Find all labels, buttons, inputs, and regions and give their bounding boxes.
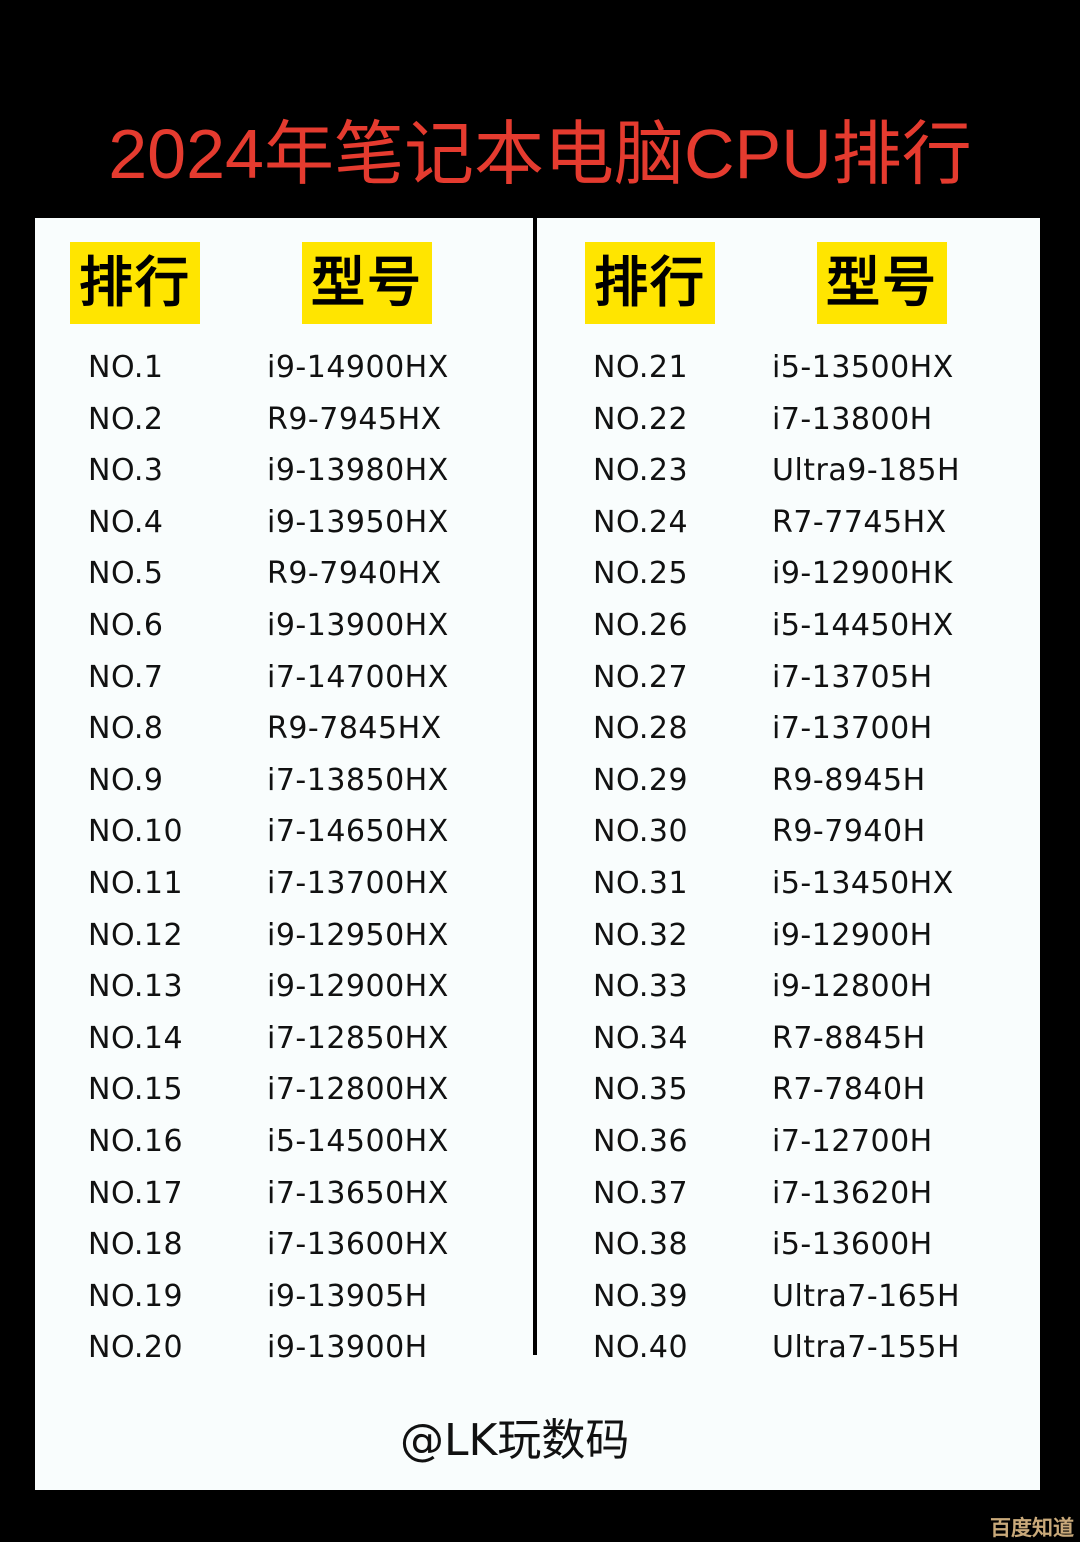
right-model-cell: R9-8945H: [772, 762, 926, 798]
right-model-cell: i9-12800H: [772, 969, 933, 1005]
left-model-cell: i7-13700HX: [267, 866, 449, 901]
left-rank-cell: NO.19: [88, 1278, 184, 1314]
right-model-cell: Ultra9-185H: [772, 453, 961, 489]
page-title: 2024年笔记本电脑CPU排行: [108, 115, 972, 193]
left-model-cell: i7-13600HX: [267, 1227, 449, 1263]
right-rank-cell: NO.28: [593, 711, 689, 747]
right-model-cell: i9-12900H: [772, 917, 933, 953]
right-model-cell: R7-7840H: [772, 1072, 926, 1108]
right-model-cell: i5-13450HX: [772, 866, 954, 901]
left-model-cell: R9-7940HX: [267, 556, 442, 592]
left-rank-cell: NO.15: [88, 1072, 184, 1108]
left-rank-cell: NO.1: [88, 350, 164, 385]
right-rank-cell: NO.22: [593, 401, 689, 437]
right-rank-cell: NO.27: [593, 659, 689, 695]
left-rank-header: 排行: [70, 242, 200, 324]
right-rank-cell: NO.38: [593, 1227, 689, 1263]
left-rank-cell: NO.9: [88, 762, 164, 798]
left-rank-cell: NO.4: [88, 504, 164, 540]
left-rank-cell: NO.12: [88, 917, 184, 953]
right-rank-cell: NO.34: [593, 1020, 689, 1056]
right-rank-cell: NO.35: [593, 1072, 689, 1108]
right-model-cell: R7-7745HX: [772, 504, 947, 540]
right-model-cell: i7-13620H: [772, 1175, 933, 1211]
left-model-cell: i9-13980HX: [267, 453, 449, 489]
ranking-panel: [35, 218, 1040, 1490]
right-rank-header: 排行: [585, 242, 715, 324]
left-rank-cell: NO.2: [88, 401, 164, 437]
left-rank-cell: NO.10: [88, 814, 184, 850]
left-rank-cell: NO.18: [88, 1227, 184, 1263]
right-model-cell: i7-13800H: [772, 401, 933, 437]
left-model-header: 型号: [302, 242, 432, 324]
column-divider: [533, 218, 537, 1355]
left-model-cell: i7-12850HX: [267, 1020, 449, 1056]
right-rank-cell: NO.31: [593, 866, 689, 901]
watermark-logo: 百度知道: [990, 1516, 1074, 1540]
right-model-cell: i5-13600H: [772, 1227, 933, 1263]
left-model-cell: i7-14700HX: [267, 659, 449, 695]
author-credit: @LK玩数码: [400, 1415, 630, 1466]
left-model-cell: i7-14650HX: [267, 814, 449, 850]
right-model-cell: i7-13700H: [772, 711, 933, 747]
left-rank-cell: NO.13: [88, 969, 184, 1005]
left-rank-cell: NO.11: [88, 866, 184, 901]
left-model-cell: i9-14900HX: [267, 350, 449, 385]
left-model-cell: R9-7845HX: [267, 711, 442, 747]
right-rank-cell: NO.36: [593, 1124, 689, 1159]
left-rank-cell: NO.6: [88, 608, 164, 643]
left-model-cell: i7-13850HX: [267, 762, 449, 798]
right-model-cell: i5-14450HX: [772, 608, 954, 643]
right-rank-cell: NO.21: [593, 350, 689, 385]
left-model-cell: i9-13900H: [267, 1330, 428, 1366]
right-model-cell: i7-12700H: [772, 1124, 933, 1159]
right-rank-cell: NO.40: [593, 1330, 689, 1366]
left-model-cell: i9-12950HX: [267, 917, 449, 953]
right-rank-cell: NO.23: [593, 453, 689, 489]
left-rank-cell: NO.5: [88, 556, 164, 592]
right-model-cell: R9-7940H: [772, 814, 926, 850]
left-rank-cell: NO.8: [88, 711, 164, 747]
right-rank-cell: NO.29: [593, 762, 689, 798]
left-rank-cell: NO.7: [88, 659, 164, 695]
right-rank-cell: NO.32: [593, 917, 689, 953]
right-rank-cell: NO.25: [593, 556, 689, 592]
left-model-cell: i9-13950HX: [267, 504, 449, 540]
right-rank-cell: NO.37: [593, 1175, 689, 1211]
right-model-cell: Ultra7-165H: [772, 1278, 961, 1314]
right-model-cell: Ultra7-155H: [772, 1330, 961, 1366]
right-rank-cell: NO.39: [593, 1278, 689, 1314]
left-rank-cell: NO.3: [88, 453, 164, 489]
right-rank-cell: NO.26: [593, 608, 689, 643]
left-model-cell: i7-12800HX: [267, 1072, 449, 1108]
right-rank-cell: NO.33: [593, 969, 689, 1005]
right-model-cell: i9-12900HK: [772, 556, 953, 592]
left-model-cell: i9-13900HX: [267, 608, 449, 643]
right-model-cell: i7-13705H: [772, 659, 933, 695]
left-rank-cell: NO.14: [88, 1020, 184, 1056]
left-model-cell: i9-13905H: [267, 1278, 428, 1314]
right-model-header: 型号: [817, 242, 947, 324]
left-model-cell: i7-13650HX: [267, 1175, 449, 1211]
left-model-cell: i5-14500HX: [267, 1124, 449, 1159]
left-rank-cell: NO.20: [88, 1330, 184, 1366]
right-rank-cell: NO.30: [593, 814, 689, 850]
right-model-cell: R7-8845H: [772, 1020, 926, 1056]
right-model-cell: i5-13500HX: [772, 350, 954, 385]
left-rank-cell: NO.17: [88, 1175, 184, 1211]
left-model-cell: R9-7945HX: [267, 401, 442, 437]
left-rank-cell: NO.16: [88, 1124, 184, 1159]
left-model-cell: i9-12900HX: [267, 969, 449, 1005]
right-rank-cell: NO.24: [593, 504, 689, 540]
